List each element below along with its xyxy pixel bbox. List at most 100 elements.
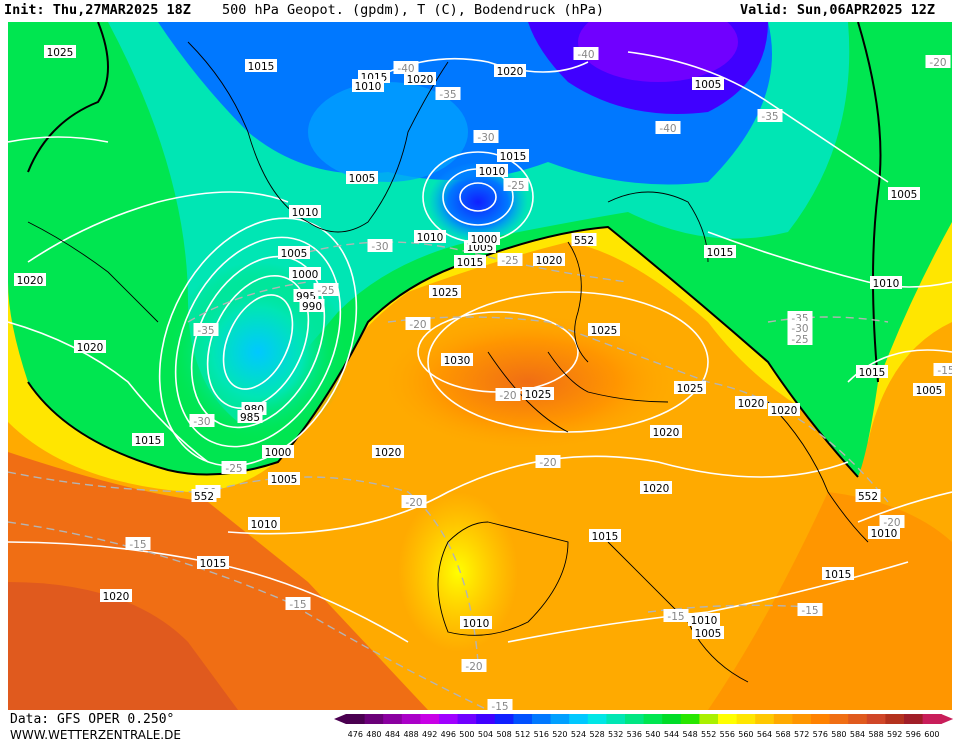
temperature-label-text: -25 bbox=[791, 334, 808, 346]
colorbar-cell bbox=[494, 714, 514, 724]
colorbar-cell bbox=[550, 714, 570, 724]
east-warm-zone bbox=[708, 492, 952, 710]
temperature-label-text: -15 bbox=[289, 599, 306, 611]
pressure-label-text: 1010 bbox=[463, 618, 490, 630]
pressure-label-text: 1015 bbox=[825, 569, 852, 581]
temperature-label-box bbox=[925, 55, 951, 68]
pressure-label-box bbox=[100, 589, 132, 602]
temperature-label: -20 bbox=[405, 317, 431, 331]
pressure-label-text: 1000 bbox=[292, 269, 319, 281]
colorbar-tick-label: 584 bbox=[850, 730, 865, 739]
temperature-label: -25 bbox=[787, 332, 813, 346]
temperature-label-box bbox=[663, 609, 689, 622]
temperature-label: -25 bbox=[221, 461, 247, 475]
temperature-label-box bbox=[757, 109, 783, 122]
temperature-label-text: -35 bbox=[197, 325, 214, 337]
colorbar-tick-label: 568 bbox=[775, 730, 790, 739]
pressure-label-text: 1010 bbox=[873, 278, 900, 290]
temperature-label-box bbox=[503, 178, 529, 191]
temperature-label-box bbox=[313, 283, 339, 296]
pressure-label: 1025 bbox=[44, 45, 76, 59]
pressure-label: 1020 bbox=[404, 72, 436, 86]
pressure-label: 1020 bbox=[768, 403, 800, 417]
pressure-label-box bbox=[346, 171, 378, 184]
temperature-label: -25 bbox=[503, 178, 529, 192]
colorbar-cell bbox=[457, 714, 477, 724]
high-core-europe bbox=[378, 312, 678, 452]
temperature-label: -35 bbox=[193, 323, 219, 337]
geopot-label-text: 552 bbox=[858, 491, 878, 503]
pressure-label: 1020 bbox=[74, 340, 106, 354]
geopot-label: 552 bbox=[191, 489, 217, 503]
pressure-label-text: 1005 bbox=[281, 248, 308, 260]
low-center-label: 1000 bbox=[468, 232, 500, 246]
pressure-label-text: 1010 bbox=[691, 615, 718, 627]
temperature-label: -20 bbox=[925, 55, 951, 69]
pressure-label-text: 1010 bbox=[355, 81, 382, 93]
pressure-label: 1015 bbox=[197, 556, 229, 570]
temperature-label: -25 bbox=[497, 253, 523, 267]
colorbar-tick-label: 536 bbox=[627, 730, 642, 739]
pressure-label-box bbox=[441, 353, 473, 366]
colorbar-tick-label: 480 bbox=[366, 730, 381, 739]
pressure-label-text: 1015 bbox=[248, 61, 275, 73]
valid-time: Valid: Sun,06APR2025 12Z bbox=[740, 2, 936, 18]
pressure-label-text: 1025 bbox=[525, 389, 552, 401]
pressure-label-box bbox=[74, 340, 106, 353]
colorbar-cell bbox=[922, 714, 942, 724]
pressure-label-text: 1000 bbox=[265, 447, 292, 459]
temperature-label: -35 bbox=[435, 87, 461, 101]
colorbar-cell bbox=[643, 714, 663, 724]
pressure-label-text: 1015 bbox=[457, 257, 484, 269]
colorbar-tick-label: 540 bbox=[645, 730, 660, 739]
temperature-label-box bbox=[189, 414, 215, 427]
colorbar-cell bbox=[904, 714, 924, 724]
temperature-label: -15 bbox=[933, 363, 952, 377]
temperature-label-box bbox=[797, 603, 823, 616]
temperature-label-box bbox=[285, 597, 311, 610]
pressure-label: 1020 bbox=[494, 64, 526, 78]
pressure-label: 1015 bbox=[497, 149, 529, 163]
pressure-label: 1010 bbox=[460, 616, 492, 630]
pressure-label-text: 1005 bbox=[271, 474, 298, 486]
pressure-label: 1015 bbox=[245, 59, 277, 73]
temperature-label: -20 bbox=[495, 388, 521, 402]
colorbar-cell bbox=[439, 714, 459, 724]
colorbar-cell bbox=[680, 714, 700, 724]
colorbar-cell bbox=[420, 714, 440, 724]
pressure-label: 1015 bbox=[822, 567, 854, 581]
colorbar-cell bbox=[792, 714, 812, 724]
pressure-label-box bbox=[704, 245, 736, 258]
pressure-label-box bbox=[44, 45, 76, 58]
temperature-label-box bbox=[573, 47, 599, 60]
geopot-label-box bbox=[191, 489, 217, 502]
pressure-label-text: 1015 bbox=[135, 435, 162, 447]
colorbar-cell bbox=[755, 714, 775, 724]
colorbar-tick-label: 524 bbox=[571, 730, 586, 739]
temperature-label: -15 bbox=[797, 603, 823, 617]
pressure-label-text: 1020 bbox=[17, 275, 44, 287]
temperature-label-box bbox=[787, 332, 813, 345]
colorbar-cell bbox=[346, 714, 366, 724]
temperature-label-box bbox=[367, 239, 393, 252]
pressure-label-box bbox=[913, 383, 945, 396]
map-header: Init: Thu,27MAR2025 18Z 500 hPa Geopot. … bbox=[0, 0, 959, 22]
pressure-label-box bbox=[352, 79, 384, 92]
temperature-label: -40 bbox=[573, 47, 599, 61]
colorbar-tick-label: 504 bbox=[478, 730, 493, 739]
pressure-label: 1020 bbox=[650, 425, 682, 439]
temperature-label-text: -25 bbox=[507, 180, 524, 192]
pressure-label-text: 1020 bbox=[738, 398, 765, 410]
pressure-label: 990 bbox=[299, 299, 325, 313]
data-source: Data: GFS OPER 0.250° bbox=[10, 712, 175, 727]
temperature-label-text: -35 bbox=[439, 89, 456, 101]
temperature-label-text: -25 bbox=[317, 285, 334, 297]
colorbar-tick-label: 508 bbox=[496, 730, 511, 739]
temperature-label: -15 bbox=[487, 699, 513, 710]
map-title: 500 hPa Geopot. (gpdm), T (C), Bodendruc… bbox=[222, 2, 605, 18]
temperature-label-box bbox=[497, 253, 523, 266]
pressure-label-box bbox=[414, 230, 446, 243]
colorbar-tick-label: 484 bbox=[385, 730, 400, 739]
pressure-label-text: 1030 bbox=[444, 355, 471, 367]
temperature-label-box bbox=[461, 659, 487, 672]
